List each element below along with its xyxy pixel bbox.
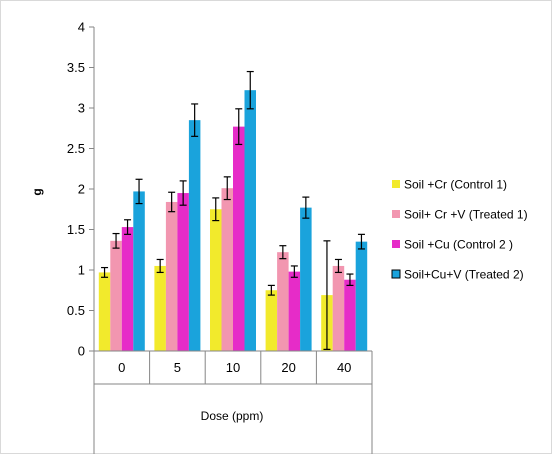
bar — [277, 252, 289, 351]
legend-label: Soil +Cu (Control 2 ) — [404, 238, 513, 252]
bar — [355, 241, 368, 351]
legend-label: Soil+Cu+V (Treated 2) — [404, 268, 524, 282]
y-tick-label: 4 — [78, 20, 85, 35]
bar — [265, 290, 278, 351]
legend-swatch — [391, 269, 401, 279]
y-axis-title: g — [30, 188, 44, 195]
y-tick-label: 3.5 — [67, 60, 85, 75]
y-tick-label: 2.5 — [67, 141, 85, 156]
x-tick-label: 5 — [174, 360, 181, 375]
bar — [98, 272, 111, 351]
x-tick-label: 20 — [281, 360, 295, 375]
bar — [332, 265, 345, 351]
legend-label: Soil+ Cr +V (Treated 1) — [404, 208, 528, 222]
bar — [188, 120, 201, 352]
bar — [344, 279, 356, 351]
bar — [244, 90, 256, 352]
legend-swatch — [392, 240, 400, 248]
x-axis-title: Dose (ppm) — [201, 409, 264, 423]
bar — [154, 265, 166, 351]
y-tick-label: 2 — [78, 182, 85, 197]
x-tick-label: 40 — [337, 360, 351, 375]
bar — [110, 240, 122, 351]
x-tick-label: 0 — [118, 360, 125, 375]
legend-swatch — [392, 180, 400, 188]
y-tick-label: 1.5 — [67, 222, 85, 237]
legend-label: Soil +Cr (Control 1) — [404, 178, 507, 192]
y-tick-label: 1 — [78, 263, 85, 278]
y-tick-label: 0.5 — [67, 303, 85, 318]
y-tick-label: 3 — [78, 101, 85, 116]
bar — [300, 207, 312, 351]
bar — [233, 126, 245, 351]
bar — [165, 201, 178, 351]
bar — [121, 227, 134, 351]
bar — [177, 193, 189, 351]
legend-swatch — [392, 210, 400, 218]
bar — [221, 188, 233, 351]
y-tick-label: 0 — [78, 344, 85, 359]
bar — [133, 191, 145, 351]
bar — [210, 209, 222, 351]
bar — [288, 271, 301, 351]
x-tick-label: 10 — [226, 360, 240, 375]
